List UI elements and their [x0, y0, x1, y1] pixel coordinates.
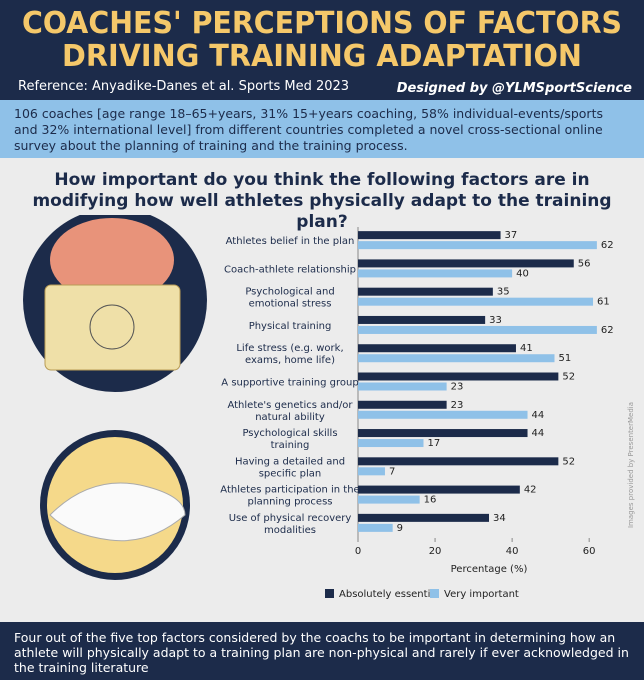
bar	[358, 344, 516, 353]
value-label: 41	[520, 343, 533, 354]
bar	[358, 429, 528, 438]
brain	[50, 218, 174, 302]
value-label: 61	[597, 297, 610, 308]
bar	[358, 467, 385, 476]
map	[44, 284, 181, 371]
value-label: 9	[397, 523, 403, 534]
chart: Images provided by PresenterMedia 0 20 40 6…	[23, 215, 635, 600]
legend-label: Absolutely essential	[339, 589, 439, 600]
category-label: Psychological skills training	[242, 428, 337, 451]
reference: Reference: Anyadike-Danes et al. Sports …	[18, 79, 349, 94]
value-label: 37	[505, 230, 518, 241]
category-label: Athletes participation in the planning pr…	[220, 485, 359, 508]
handshake	[49, 482, 186, 542]
intro: 106 coaches [age range 18–65+years, 31% …	[0, 100, 644, 158]
bar	[358, 485, 520, 494]
value-label: 23	[451, 400, 464, 411]
value-label: 52	[562, 372, 575, 383]
category-label: A supportive training group	[221, 378, 358, 389]
value-label: 35	[497, 287, 510, 298]
title-line: COACHES' PERCEPTIONS OF FACTORS	[22, 6, 622, 41]
header-bg	[0, 0, 644, 100]
x-tick-label: 0	[355, 546, 361, 557]
value-label: 52	[562, 456, 575, 467]
title-line: DRIVING TRAINING ADAPTATION	[62, 39, 582, 74]
category-label: Life stress (e.g. work, exams, home life)	[236, 343, 343, 366]
category-label: Athletes belief in the plan	[226, 236, 355, 247]
legend-swatch	[325, 589, 334, 598]
category-label: Coach-athlete relationship	[224, 264, 356, 275]
value-label: 16	[424, 495, 437, 506]
category-label: Having a detailed and specific plan	[235, 456, 345, 479]
header: COACHES' PERCEPTIONS OF FACTORS DRIVING …	[0, 0, 644, 100]
category-label: Use of physical recovery modalities	[229, 513, 352, 536]
category-label: Athlete's genetics and/or natural ability	[227, 400, 353, 423]
value-label: 23	[451, 382, 464, 393]
category-label: Psychological and emotional stress	[245, 287, 334, 310]
value-label: 17	[428, 438, 441, 449]
bar	[358, 457, 559, 466]
bar	[358, 241, 597, 250]
bar	[358, 231, 501, 240]
bar	[358, 523, 393, 532]
bar	[358, 513, 489, 522]
bar	[358, 372, 559, 381]
image-credit: Images provided by PresenterMedia	[627, 402, 635, 528]
bar	[358, 382, 447, 391]
bar	[358, 269, 513, 278]
bar	[358, 410, 528, 419]
legend-label: Very important	[444, 589, 519, 600]
legend-swatch	[430, 589, 439, 598]
value-label: 40	[516, 268, 529, 279]
value-label: 34	[493, 513, 506, 524]
value-label: 51	[559, 353, 572, 364]
bar	[358, 287, 493, 296]
bar	[358, 315, 486, 324]
illustration	[23, 215, 207, 580]
bar	[358, 259, 574, 268]
bar	[358, 439, 424, 448]
bar	[358, 495, 420, 504]
x-axis-label: Percentage (%)	[451, 564, 528, 575]
value-label: 33	[489, 315, 502, 326]
footer: Four out of the five top factors conside…	[0, 622, 644, 680]
bar	[358, 400, 447, 409]
value-label: 62	[601, 240, 614, 251]
value-label: 56	[578, 258, 591, 269]
value-label: 7	[389, 466, 395, 477]
bar	[358, 354, 555, 363]
bar	[358, 297, 594, 306]
x-tick-label: 20	[429, 546, 442, 557]
value-label: 62	[601, 325, 614, 336]
value-label: 42	[524, 485, 537, 496]
value-label: 44	[532, 428, 545, 439]
credit: Designed by @YLMSportScience	[397, 81, 632, 96]
x-tick-label: 40	[506, 546, 519, 557]
value-label: 44	[532, 410, 545, 421]
x-tick-label: 60	[583, 546, 596, 557]
bar	[358, 325, 597, 334]
category-label: Physical training	[249, 321, 332, 332]
chart-title: How important do you think the following…	[32, 170, 612, 232]
compass	[89, 304, 135, 350]
